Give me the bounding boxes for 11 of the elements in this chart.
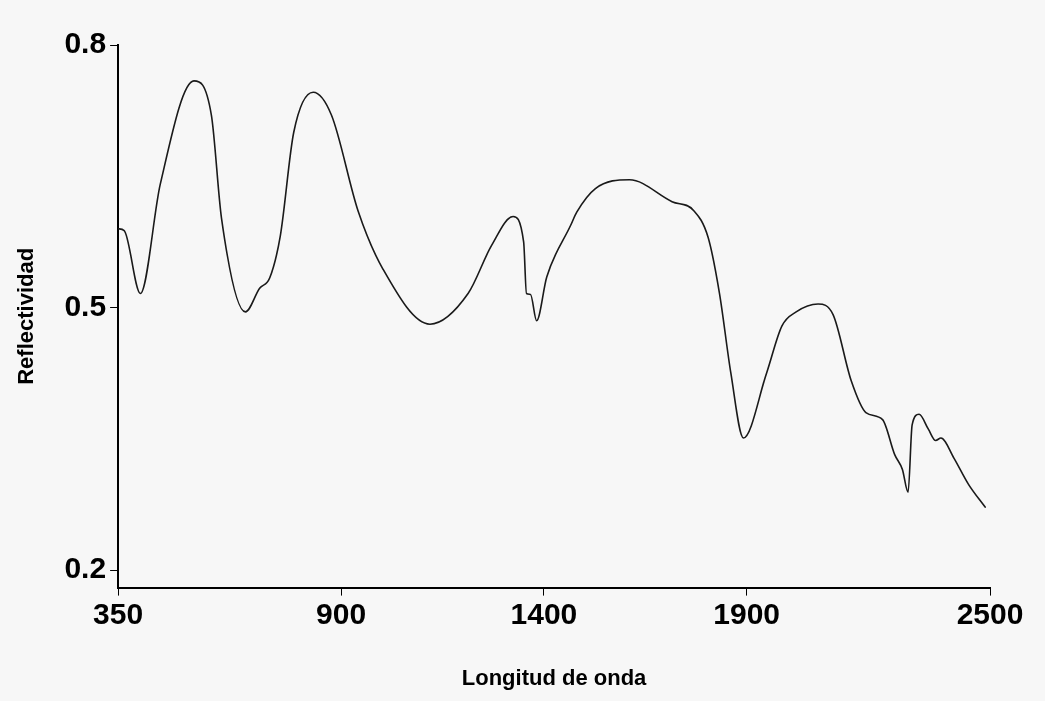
x-tick-label: 900 xyxy=(316,596,367,630)
x-tick-label: 350 xyxy=(93,596,144,630)
y-tick-label: 0.5 xyxy=(64,288,107,322)
x-axis-title: Longitud de onda xyxy=(461,664,648,690)
line-series xyxy=(118,80,986,508)
x-tick-label: 1400 xyxy=(510,596,578,630)
y-tick-label: 0.2 xyxy=(64,551,107,585)
x-tick-label: 1900 xyxy=(713,596,781,630)
y-axis-title: Reflectividad xyxy=(13,247,39,385)
x-tick-label: 2500 xyxy=(956,596,1024,630)
y-tick-label: 0.8 xyxy=(64,26,107,60)
